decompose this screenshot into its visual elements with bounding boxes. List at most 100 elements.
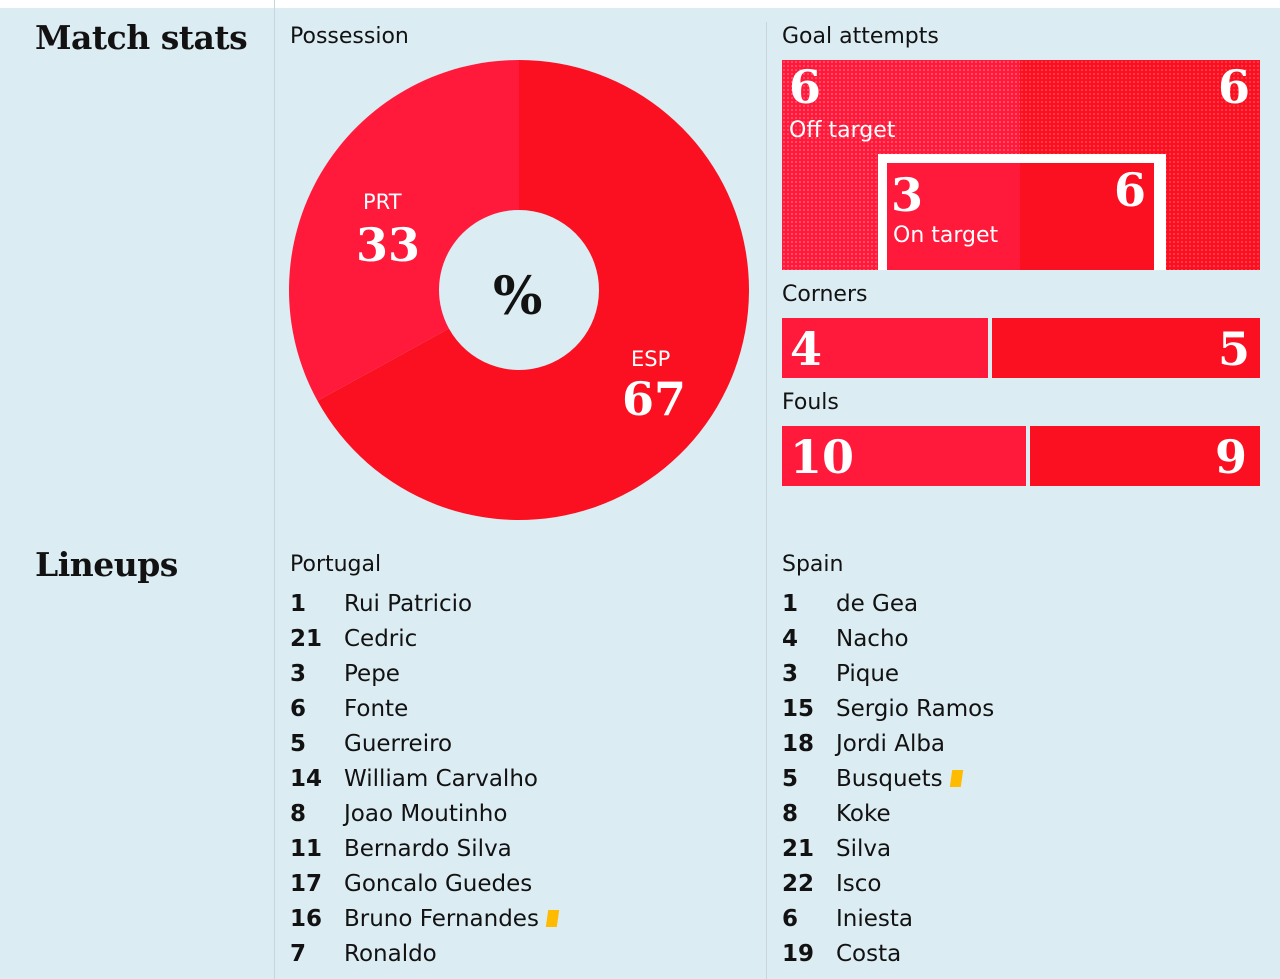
- player-number: 8: [290, 800, 307, 827]
- column-divider-left: [274, 8, 275, 979]
- yellow-card-icon: [545, 909, 560, 927]
- player-name: Joao Moutinho: [344, 800, 508, 827]
- player-number: 1: [782, 590, 799, 617]
- lineup-row: 4 Nacho: [782, 621, 1252, 656]
- corners-spain-bar: [992, 318, 1260, 378]
- on-target-portugal-bar: [887, 163, 1020, 270]
- goal-attempts-title: Goal attempts: [782, 24, 939, 49]
- lineup-row: 3 Pique: [782, 656, 1252, 691]
- lineup-row: 7 Ronaldo: [290, 936, 750, 971]
- player-name: Koke: [836, 800, 891, 827]
- on-target-portugal-value: 3: [891, 168, 924, 222]
- lineup-row: 15 Sergio Ramos: [782, 691, 1252, 726]
- player-number: 14: [290, 765, 323, 792]
- player-number: 3: [290, 660, 307, 687]
- possession-donut-chart: [289, 60, 749, 520]
- percent-center-label: %: [493, 266, 543, 327]
- player-number: 17: [290, 870, 323, 897]
- portugal-team-name: Portugal: [290, 552, 382, 577]
- player-name: Costa: [836, 940, 902, 967]
- player-name: Nacho: [836, 625, 909, 652]
- yellow-card-icon: [949, 769, 963, 787]
- column-divider-right: [766, 22, 767, 979]
- on-target-spain-value: 6: [1114, 163, 1147, 217]
- corners-portugal-value: 4: [790, 322, 823, 376]
- player-number: 8: [782, 800, 799, 827]
- prt-label: PRT: [363, 190, 402, 214]
- player-name: Busquets: [836, 766, 963, 792]
- player-number: 15: [782, 695, 815, 722]
- lineups-title: Lineups: [35, 545, 178, 584]
- corners-title: Corners: [782, 282, 868, 307]
- player-name: Fonte: [344, 695, 409, 722]
- lineup-row: 8 Joao Moutinho: [290, 796, 750, 831]
- esp-label: ESP: [631, 347, 671, 371]
- lineup-row: 18 Jordi Alba: [782, 726, 1252, 761]
- lineup-row: 11 Bernardo Silva: [290, 831, 750, 866]
- player-name: de Gea: [836, 590, 919, 617]
- lineup-row: 1 Rui Patricio: [290, 586, 750, 621]
- off-target-portugal-value: 6: [789, 60, 822, 114]
- corners-spain-value: 5: [1218, 322, 1251, 376]
- lineup-row: 3 Pepe: [290, 656, 750, 691]
- player-name: Rui Patricio: [344, 590, 473, 617]
- player-number: 4: [782, 625, 799, 652]
- player-number: 21: [782, 835, 815, 862]
- off-target-spain-value: 6: [1218, 60, 1251, 114]
- player-name: Cedric: [344, 625, 418, 652]
- player-name: Iniesta: [836, 905, 913, 932]
- match-report-panel: Match stats Possession PRT 33 ESP 67 % G…: [0, 8, 1280, 979]
- player-number: 7: [290, 940, 307, 967]
- lineup-row: 5 Guerreiro: [290, 726, 750, 761]
- possession-slice-prt: [289, 60, 519, 401]
- player-number: 11: [290, 835, 323, 862]
- player-name: Silva: [836, 835, 892, 862]
- fouls-title: Fouls: [782, 390, 839, 415]
- fouls-spain-bar: [1030, 426, 1260, 486]
- esp-possession-value: 67: [622, 372, 687, 426]
- player-number: 3: [782, 660, 799, 687]
- spain-team-name: Spain: [782, 552, 844, 577]
- lineup-row: 21 Cedric: [290, 621, 750, 656]
- fouls-portugal-value: 10: [790, 430, 855, 484]
- lineup-row: 17 Goncalo Guedes: [290, 866, 750, 901]
- player-number: 18: [782, 730, 815, 757]
- possession-slice-esp: [317, 60, 749, 520]
- off-target-label: Off target: [789, 118, 896, 143]
- player-number: 5: [782, 765, 799, 792]
- player-name: Isco: [836, 870, 882, 897]
- lineup-row: 21 Silva: [782, 831, 1252, 866]
- on-target-label: On target: [893, 223, 999, 248]
- player-name: Sergio Ramos: [836, 695, 995, 722]
- match-stats-title: Match stats: [35, 18, 248, 57]
- player-name: Ronaldo: [344, 940, 437, 967]
- player-name: Pique: [836, 660, 900, 687]
- player-name: William Carvalho: [344, 765, 538, 792]
- player-name: Pepe: [344, 660, 400, 687]
- player-number: 1: [290, 590, 307, 617]
- prt-possession-value: 33: [356, 218, 421, 272]
- player-name: Jordi Alba: [836, 730, 946, 757]
- lineup-row: 19 Costa: [782, 936, 1252, 971]
- player-number: 6: [290, 695, 307, 722]
- possession-title: Possession: [290, 24, 409, 49]
- corners-portugal-bar: [782, 318, 988, 378]
- lineup-row: 6 Iniesta: [782, 901, 1252, 936]
- lineup-row: 14 William Carvalho: [290, 761, 750, 796]
- fouls-spain-value: 9: [1215, 430, 1248, 484]
- lineup-row: 22 Isco: [782, 866, 1252, 901]
- on-target-spain-bar: [1020, 163, 1154, 270]
- lineup-row: 16 Bruno Fernandes: [290, 901, 750, 936]
- fouls-portugal-bar: [782, 426, 1026, 486]
- player-number: 21: [290, 625, 323, 652]
- lineup-row: 1 de Gea: [782, 586, 1252, 621]
- player-number: 6: [782, 905, 799, 932]
- player-name: Bernardo Silva: [344, 835, 512, 862]
- player-name: Bruno Fernandes: [344, 906, 560, 932]
- player-number: 19: [782, 940, 815, 967]
- lineup-row: 5 Busquets: [782, 761, 1252, 796]
- player-name: Guerreiro: [344, 730, 453, 757]
- lineup-row: 6 Fonte: [290, 691, 750, 726]
- top-divider: [274, 0, 275, 8]
- player-number: 22: [782, 870, 815, 897]
